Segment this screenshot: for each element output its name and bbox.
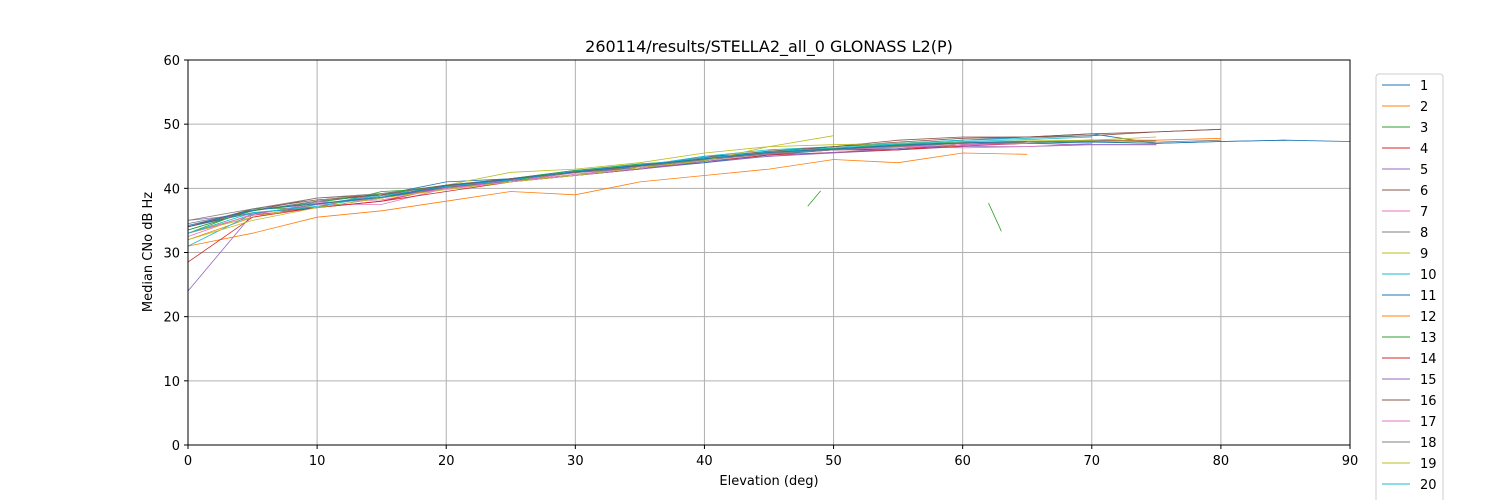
series-line-17 (187, 143, 1028, 234)
series-fragment-3 (988, 202, 1002, 232)
y-axis-label: Median CNo dB Hz (141, 192, 156, 312)
legend: 123456789101112131415161718192021 (1375, 73, 1444, 504)
series-line-18 (187, 140, 1157, 221)
legend-label: 12 (1420, 310, 1437, 325)
series-line-15 (187, 142, 1157, 221)
legend-label: 18 (1420, 436, 1437, 451)
series-line-12 (187, 152, 1028, 247)
legend-label: 10 (1420, 268, 1437, 283)
x-tick-label: 60 (954, 454, 971, 469)
legend-label: 15 (1420, 373, 1437, 388)
x-axis-label: Elevation (deg) (719, 474, 818, 489)
y-tick-label: 0 (172, 439, 180, 454)
x-tick-label: 40 (696, 454, 713, 469)
legend-label: 13 (1420, 331, 1437, 346)
legend-label: 1 (1420, 79, 1428, 94)
x-tick-label: 0 (184, 454, 192, 469)
x-tick-label: 50 (825, 454, 842, 469)
series-lines (187, 128, 1351, 292)
series-line-7 (187, 143, 1092, 237)
y-tick-label: 30 (163, 247, 180, 262)
chart-title: 260114/results/STELLA2_all_0 GLONASS L2(… (585, 37, 953, 57)
legend-label: 19 (1420, 457, 1437, 472)
y-tick-label: 50 (163, 118, 180, 133)
y-tick-label: 40 (163, 182, 180, 197)
x-tick-label: 30 (567, 454, 584, 469)
x-tick-label: 70 (1084, 454, 1101, 469)
legend-label: 2 (1420, 100, 1428, 115)
x-tick-label: 80 (1213, 454, 1230, 469)
legend-label: 4 (1420, 142, 1428, 157)
y-tick-label: 20 (163, 311, 180, 326)
legend-label: 8 (1420, 226, 1428, 241)
legend-label: 14 (1420, 352, 1437, 367)
legend-label: 16 (1420, 394, 1437, 409)
series-line-5 (187, 144, 1157, 292)
y-axis-ticks: 0 10 20 30 40 50 60 (163, 54, 188, 454)
legend-label: 20 (1420, 478, 1437, 493)
x-tick-label: 90 (1342, 454, 1359, 469)
y-tick-label: 10 (163, 375, 180, 390)
series-line-21 (187, 141, 1028, 226)
legend-label: 6 (1420, 184, 1428, 199)
series-line-16 (187, 128, 1221, 228)
series-line-20 (187, 136, 1092, 234)
series-line-10 (187, 135, 1092, 247)
series-line-9 (187, 135, 834, 234)
grid (187, 59, 1351, 446)
x-tick-label: 10 (309, 454, 326, 469)
legend-label: 3 (1420, 121, 1428, 136)
x-axis-ticks: 0 10 20 30 40 50 60 70 80 90 (184, 445, 1358, 469)
x-tick-label: 20 (438, 454, 455, 469)
legend-label: 11 (1420, 289, 1437, 304)
series-line-3 (187, 141, 1157, 234)
legend-label: 17 (1420, 415, 1437, 430)
legend-box (1375, 73, 1444, 504)
legend-label: 7 (1420, 205, 1428, 220)
series-line-19 (187, 136, 1157, 241)
legend-label: 9 (1420, 247, 1428, 262)
y-tick-label: 60 (163, 54, 180, 69)
legend-label: 5 (1420, 163, 1428, 178)
series-fragment-3 (807, 190, 821, 207)
series-line-1 (187, 133, 1351, 231)
